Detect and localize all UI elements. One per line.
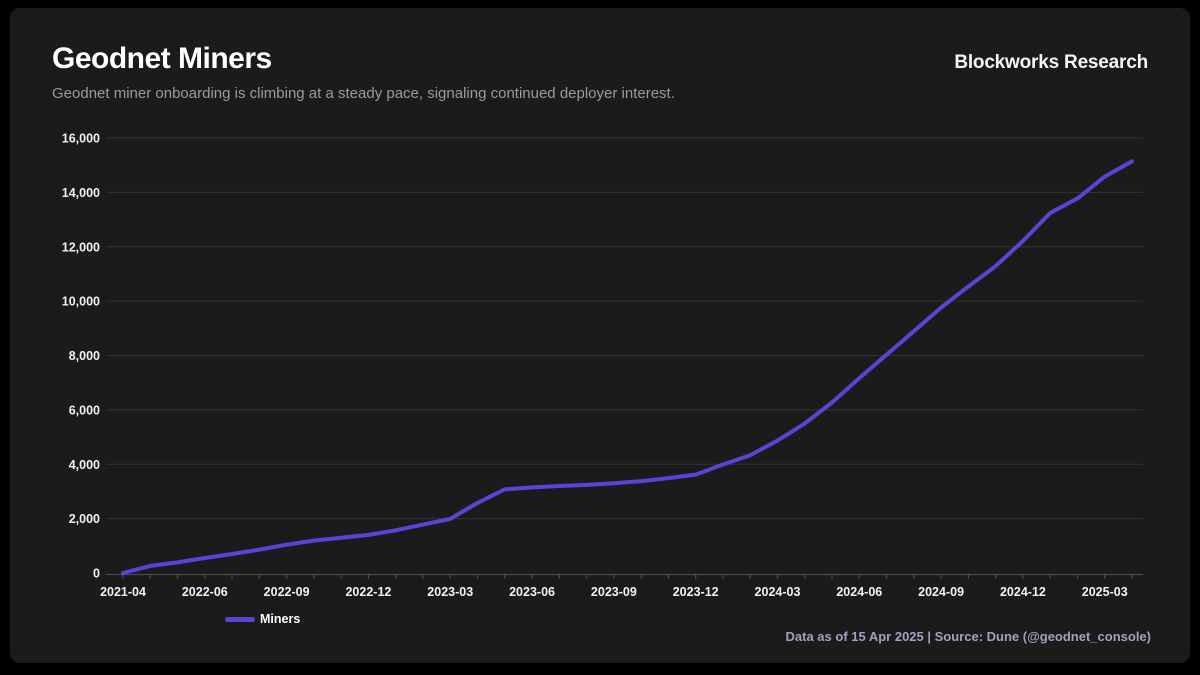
x-axis-label-2022-09: 2022-09 (264, 585, 310, 599)
chart-card: Geodnet Miners Blockworks Research Geodn… (10, 8, 1190, 663)
miners-series-swatch (225, 616, 255, 622)
x-axis-label-2023-12: 2023-12 (673, 585, 719, 599)
y-axis-label-0: 0 (93, 567, 100, 581)
y-axis-label-8000: 8,000 (69, 349, 100, 363)
x-axis-label-2024-03: 2024-03 (755, 585, 801, 599)
x-axis-label-2023-06: 2023-06 (509, 585, 555, 599)
x-axis-label-2021-04: 2021-04 (100, 585, 146, 599)
x-axis-label-2024-12: 2024-12 (1000, 585, 1046, 599)
legend-label-miners: Miners (260, 612, 301, 626)
miners-line-chart: 0 2,000 4,000 6,000 8,000 10,000 12,000 14,000 1… (62, 132, 1143, 599)
miners-series-line (121, 159, 1134, 575)
y-axis-label-2000: 2,000 (69, 512, 100, 526)
x-axis-label-2023-09: 2023-09 (591, 585, 637, 599)
x-axis-label-2022-06: 2022-06 (182, 585, 228, 599)
chart-subtitle: Geodnet miner onboarding is climbing at … (52, 85, 675, 102)
y-axis-label-16000: 16,000 (62, 132, 100, 146)
x-axis-label-2024-06: 2024-06 (836, 585, 882, 599)
page-title: Geodnet Miners (52, 42, 272, 75)
x-axis-label-2022-12: 2022-12 (345, 585, 391, 599)
y-axis-label-14000: 14,000 (62, 186, 100, 200)
y-axis-label-10000: 10,000 (62, 295, 100, 309)
legend: Miners (225, 612, 300, 626)
x-axis-label-2024-09: 2024-09 (918, 585, 964, 599)
y-axis-label-12000: 12,000 (62, 240, 100, 254)
x-axis-label-2025-03: 2025-03 (1082, 585, 1128, 599)
x-axis-label-2023-03: 2023-03 (427, 585, 473, 599)
source-note: Data as of 15 Apr 2025 | Source: Dune (@… (785, 629, 1151, 644)
brand-wordmark: Blockworks Research (954, 52, 1148, 73)
y-axis-label-6000: 6,000 (69, 403, 100, 417)
y-axis-label-4000: 4,000 (69, 458, 100, 472)
